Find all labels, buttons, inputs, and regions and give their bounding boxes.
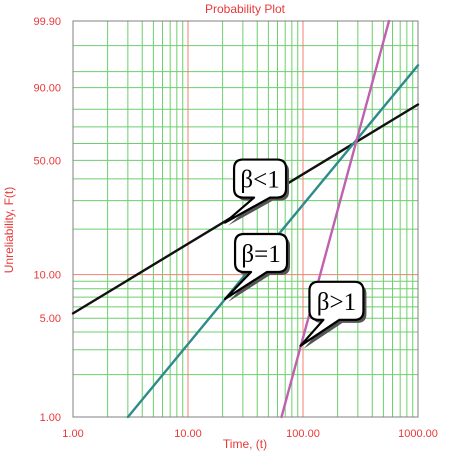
y-tick-labels: 1.00 5.00 10.00 50.00 90.00 99.90 — [33, 16, 61, 424]
y-tick-label: 90.00 — [33, 83, 61, 95]
y-tick-label: 10.00 — [33, 270, 61, 282]
x-tick-labels: 1.00 10.00 100.00 1000.00 — [62, 428, 438, 440]
callout-1: β<1 — [223, 158, 290, 226]
chart-title: Probability Plot — [205, 2, 286, 16]
callout-label: β<1 — [240, 167, 279, 194]
y-tick-label: 1.00 — [40, 412, 61, 424]
callout-label: β>1 — [317, 289, 356, 316]
y-tick-label: 99.90 — [33, 16, 61, 28]
x-axis-label: Time, (t) — [223, 437, 267, 451]
callouts: β<1 β=1 β>1 — [223, 158, 367, 349]
series-line-3 — [280, 19, 391, 419]
callout-3: β>1 — [299, 280, 367, 349]
callout-2: β=1 — [223, 232, 291, 302]
x-tick-label: 1.00 — [62, 428, 83, 440]
y-axis-label: Unreliability, F(t) — [2, 187, 16, 273]
plot-frame — [72, 20, 419, 418]
callout-box — [223, 232, 289, 301]
grid — [73, 21, 418, 417]
y-tick-label: 50.00 — [33, 155, 61, 167]
x-tick-label: 100.00 — [286, 428, 320, 440]
x-tick-label: 10.00 — [174, 428, 202, 440]
x-tick-label: 1000.00 — [398, 428, 438, 440]
y-tick-label: 5.00 — [40, 313, 61, 325]
callout-label: β=1 — [241, 241, 280, 268]
callout-box — [299, 280, 365, 347]
callout-box — [223, 158, 288, 224]
